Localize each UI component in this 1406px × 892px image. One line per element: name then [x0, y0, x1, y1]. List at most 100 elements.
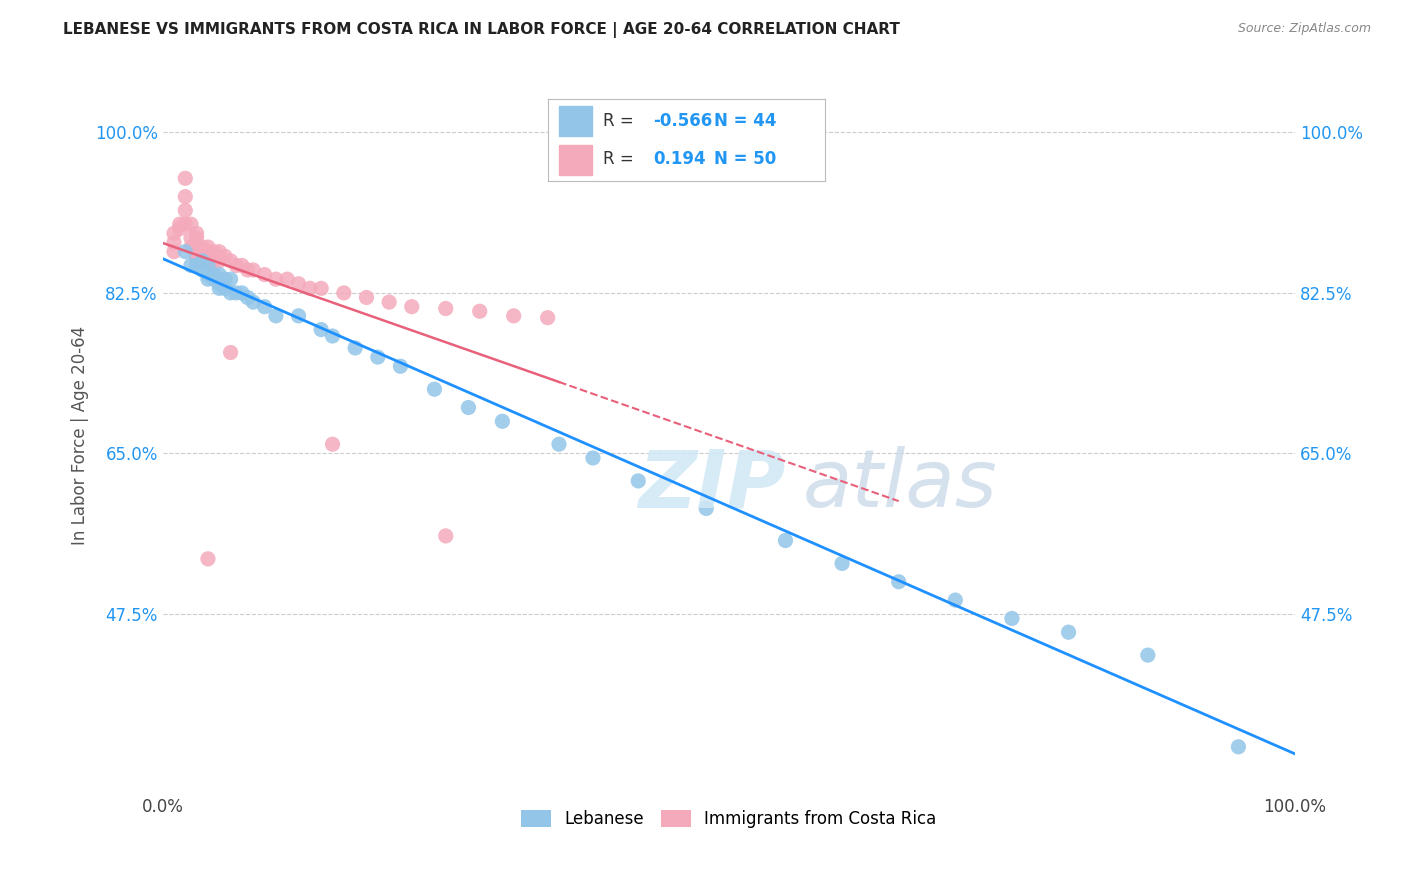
Point	[214, 272, 236, 286]
Point	[491, 414, 513, 428]
Point	[197, 259, 219, 273]
Point	[180, 240, 202, 254]
Point	[186, 259, 208, 273]
Point	[208, 277, 231, 291]
Point	[186, 253, 208, 268]
Point	[943, 593, 966, 607]
Point	[537, 310, 560, 325]
Point	[180, 217, 202, 231]
Point	[197, 268, 219, 282]
Point	[287, 309, 309, 323]
Point	[242, 263, 264, 277]
Point	[582, 450, 605, 465]
Point	[356, 291, 378, 305]
Point	[276, 272, 298, 286]
Point	[434, 301, 457, 316]
Point	[202, 272, 225, 286]
Point	[378, 295, 401, 310]
Point	[401, 300, 423, 314]
Point	[202, 268, 225, 282]
Point	[174, 217, 197, 231]
Point	[231, 259, 253, 273]
Point	[202, 244, 225, 259]
Point	[225, 285, 247, 300]
Point	[468, 304, 491, 318]
Point	[1001, 611, 1024, 625]
Point	[389, 359, 412, 374]
Point	[191, 253, 214, 268]
Point	[1227, 739, 1250, 754]
Text: Source: ZipAtlas.com: Source: ZipAtlas.com	[1237, 22, 1371, 36]
Point	[208, 281, 231, 295]
Point	[174, 244, 197, 259]
Point	[831, 557, 853, 571]
Point	[180, 231, 202, 245]
Point	[202, 253, 225, 268]
Point	[191, 249, 214, 263]
Point	[197, 244, 219, 259]
Point	[197, 253, 219, 268]
Point	[174, 189, 197, 203]
Point	[219, 345, 242, 359]
Legend: Lebanese, Immigrants from Costa Rica: Lebanese, Immigrants from Costa Rica	[515, 803, 943, 834]
Text: ZIP: ZIP	[638, 446, 786, 524]
Point	[219, 285, 242, 300]
Text: atlas: atlas	[803, 446, 997, 524]
Point	[321, 437, 343, 451]
Point	[191, 240, 214, 254]
Point	[298, 281, 321, 295]
Point	[169, 217, 191, 231]
Point	[186, 240, 208, 254]
Point	[214, 281, 236, 295]
Y-axis label: In Labor Force | Age 20-64: In Labor Force | Age 20-64	[72, 326, 89, 545]
Text: LEBANESE VS IMMIGRANTS FROM COSTA RICA IN LABOR FORCE | AGE 20-64 CORRELATION CH: LEBANESE VS IMMIGRANTS FROM COSTA RICA I…	[63, 22, 900, 38]
Point	[163, 235, 186, 250]
Point	[367, 350, 389, 364]
Point	[423, 382, 446, 396]
Point	[214, 249, 236, 263]
Point	[502, 309, 524, 323]
Point	[208, 244, 231, 259]
Point	[225, 259, 247, 273]
Point	[186, 231, 208, 245]
Point	[287, 277, 309, 291]
Point	[174, 171, 197, 186]
Point	[321, 329, 343, 343]
Point	[333, 285, 356, 300]
Point	[1057, 625, 1080, 640]
Point	[457, 401, 479, 415]
Point	[253, 268, 276, 282]
Point	[775, 533, 797, 548]
Point	[236, 291, 259, 305]
Point	[231, 285, 253, 300]
Point	[309, 323, 332, 337]
Point	[197, 240, 219, 254]
Point	[186, 227, 208, 241]
Point	[219, 253, 242, 268]
Point	[208, 268, 231, 282]
Point	[627, 474, 650, 488]
Point	[169, 221, 191, 235]
Point	[191, 263, 214, 277]
Point	[208, 253, 231, 268]
Point	[180, 259, 202, 273]
Point	[434, 529, 457, 543]
Point	[186, 249, 208, 263]
Point	[548, 437, 571, 451]
Point	[887, 574, 910, 589]
Point	[253, 300, 276, 314]
Point	[163, 227, 186, 241]
Point	[236, 263, 259, 277]
Point	[264, 309, 287, 323]
Point	[264, 272, 287, 286]
Point	[174, 203, 197, 218]
Point	[163, 244, 186, 259]
Point	[309, 281, 332, 295]
Point	[219, 272, 242, 286]
Point	[197, 551, 219, 566]
Point	[1136, 648, 1159, 662]
Point	[695, 501, 717, 516]
Point	[197, 272, 219, 286]
Point	[344, 341, 367, 355]
Point	[242, 295, 264, 310]
